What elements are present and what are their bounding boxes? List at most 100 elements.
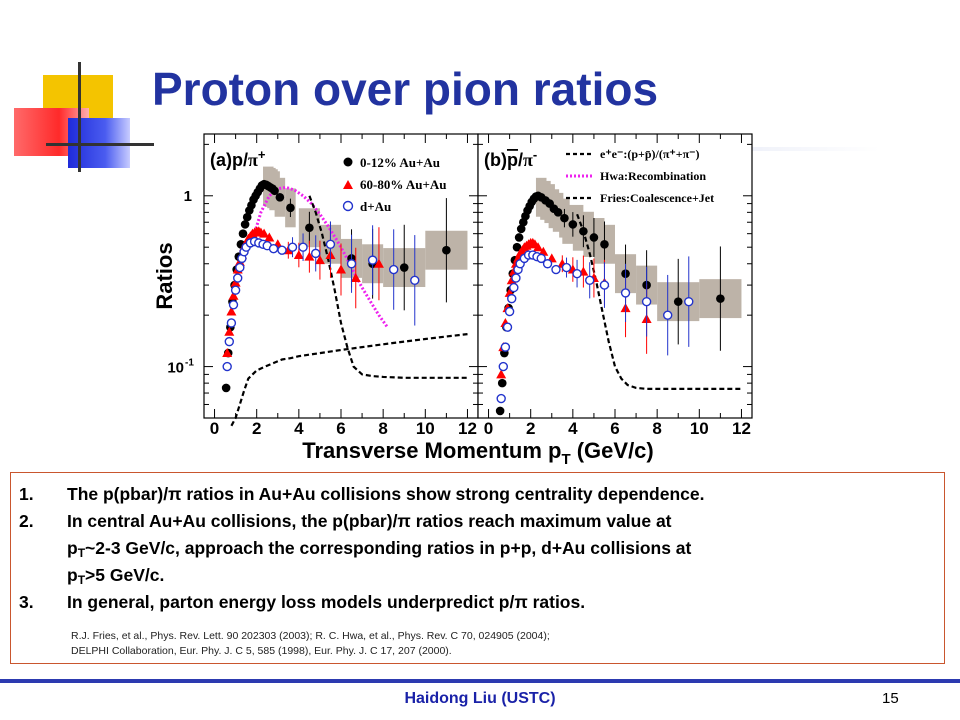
panel-b-label: (b)p/π-	[484, 147, 537, 170]
x-axis-label-sub: T	[561, 451, 570, 468]
data-point-dau	[287, 242, 298, 252]
note-text: pT~2-3 GeV/c, approach the corresponding…	[67, 535, 691, 562]
curve-fries-coalescence-jet	[576, 213, 742, 390]
note-number	[19, 562, 67, 589]
data-point-central	[270, 186, 279, 196]
x-tick-label: 10	[416, 419, 435, 438]
note-number	[19, 535, 67, 562]
data-point-dau	[367, 255, 378, 265]
legend-label: Fries:Coalescence+Jet	[600, 191, 714, 205]
panel-b-label-part: -	[533, 147, 537, 162]
data-point-dau	[511, 273, 521, 283]
legend-label: d+Au	[360, 199, 391, 214]
data-point-dau	[502, 322, 513, 332]
note-2-cont-1: pT~2-3 GeV/c, approach the corresponding…	[19, 535, 705, 562]
data-point-peripheral	[222, 348, 233, 358]
data-point-dau	[496, 393, 506, 404]
title-rule	[700, 147, 880, 151]
data-point-central	[568, 220, 578, 229]
legend-marker-central	[343, 157, 353, 167]
data-point-peripheral	[314, 255, 325, 265]
data-point-central	[305, 223, 314, 233]
data-point-central	[553, 208, 563, 217]
data-point-dau	[662, 310, 673, 320]
data-point-central	[600, 239, 609, 249]
data-point-dau	[500, 342, 511, 352]
x-axis-label: Transverse Momentum pT (GeV/c)	[302, 438, 654, 468]
data-point-central	[579, 226, 588, 236]
data-point-peripheral	[228, 290, 239, 300]
data-point-central	[512, 242, 522, 252]
data-point-peripheral	[259, 228, 270, 238]
data-point-central	[242, 212, 252, 222]
data-point-dau	[507, 293, 517, 304]
footer-author: Haidong Liu (USTC)	[404, 690, 556, 707]
curve-hwa-recombination	[251, 185, 389, 329]
data-point-dau	[235, 262, 245, 273]
x-tick-label: 2	[252, 419, 261, 438]
note-1: 1. The p(pbar)/π ratios in Au+Au collisi…	[19, 481, 705, 508]
curve-fries-coalescence-jet	[308, 195, 468, 379]
data-point-dau	[233, 273, 243, 283]
data-point-peripheral	[293, 250, 304, 260]
data-point-dau	[542, 259, 553, 269]
x-tick-label: 12	[732, 419, 751, 438]
note-rest: ~2-3 GeV/c, approach the corresponding r…	[85, 538, 692, 558]
legend-marker-peripheral	[343, 180, 353, 189]
note-2: 2. In central Au+Au collisions, the p(pb…	[19, 508, 705, 535]
data-point-central	[238, 229, 248, 238]
data-point-central	[399, 263, 409, 272]
legend-label: 60-80% Au+Au	[360, 177, 447, 192]
footer-rule	[0, 679, 960, 683]
data-point-dau	[572, 268, 582, 279]
data-point-dau	[222, 361, 232, 372]
legend-panel-b: e⁺e⁻:(p+p̄)/(π⁺+π⁻) Hwa:Recombination Frie…	[566, 147, 714, 205]
panel-a-label-part: π	[248, 150, 258, 170]
note-text: In central Au+Au collisions, the p(pbar)…	[67, 511, 672, 531]
x-axis-label-unit: (GeV/c)	[571, 438, 654, 463]
reference-line: R.J. Fries, et al., Phys. Rev. Lett. 90 …	[71, 630, 550, 642]
data-point-peripheral	[336, 264, 346, 274]
panel-a-label: (a)p/π+	[210, 147, 266, 170]
data-point-central	[221, 383, 231, 393]
data-point-dau	[311, 248, 321, 259]
data-point-central	[516, 224, 526, 234]
note-text: The p(pbar)/π ratios in Au+Au collisions…	[67, 484, 705, 504]
x-tick-label: 2	[526, 419, 535, 438]
y-tick-label: 10	[167, 360, 184, 377]
legend-marker-dau	[342, 200, 354, 212]
panel-a-label-part: +	[258, 147, 266, 162]
notes-box: 1. The p(pbar)/π ratios in Au+Au collisi…	[10, 472, 945, 664]
x-tick-label: 8	[652, 419, 661, 438]
data-point-central	[716, 294, 725, 303]
data-point-dau	[226, 318, 237, 328]
reference-line: DELPHI Collaboration, Eur. Phy. J. C 5, …	[71, 645, 452, 657]
note-text: In general, parton energy loss models un…	[67, 592, 586, 612]
legend-label: e⁺e⁻:(p+p̄)/(π⁺+π⁻)	[600, 147, 699, 161]
logo-horizontal-line	[46, 143, 154, 146]
x-tick-label: 4	[294, 419, 304, 438]
data-point-central	[442, 245, 451, 255]
data-point-central	[286, 203, 295, 213]
y-tick-label-exponent: -1	[185, 358, 194, 369]
data-point-peripheral	[224, 326, 235, 336]
y-tick-label: 1	[184, 188, 192, 205]
x-tick-label: 6	[336, 419, 345, 438]
note-text: pT>5 GeV/c.	[67, 562, 164, 589]
data-point-peripheral	[538, 246, 549, 256]
data-point-peripheral	[373, 258, 384, 268]
data-point-dau	[277, 245, 287, 255]
data-point-dau	[228, 300, 239, 310]
data-point-central	[240, 220, 250, 229]
data-point-dau	[641, 296, 652, 307]
curve-ee-reference	[230, 333, 468, 427]
data-point-central	[514, 233, 524, 242]
pt-sub: T	[77, 546, 86, 560]
data-point-peripheral	[350, 273, 361, 283]
data-point-dau	[268, 243, 279, 254]
data-point-dau	[498, 361, 508, 372]
x-tick-label: 4	[568, 419, 578, 438]
data-point-dau	[551, 264, 561, 275]
data-point-peripheral	[496, 369, 507, 379]
